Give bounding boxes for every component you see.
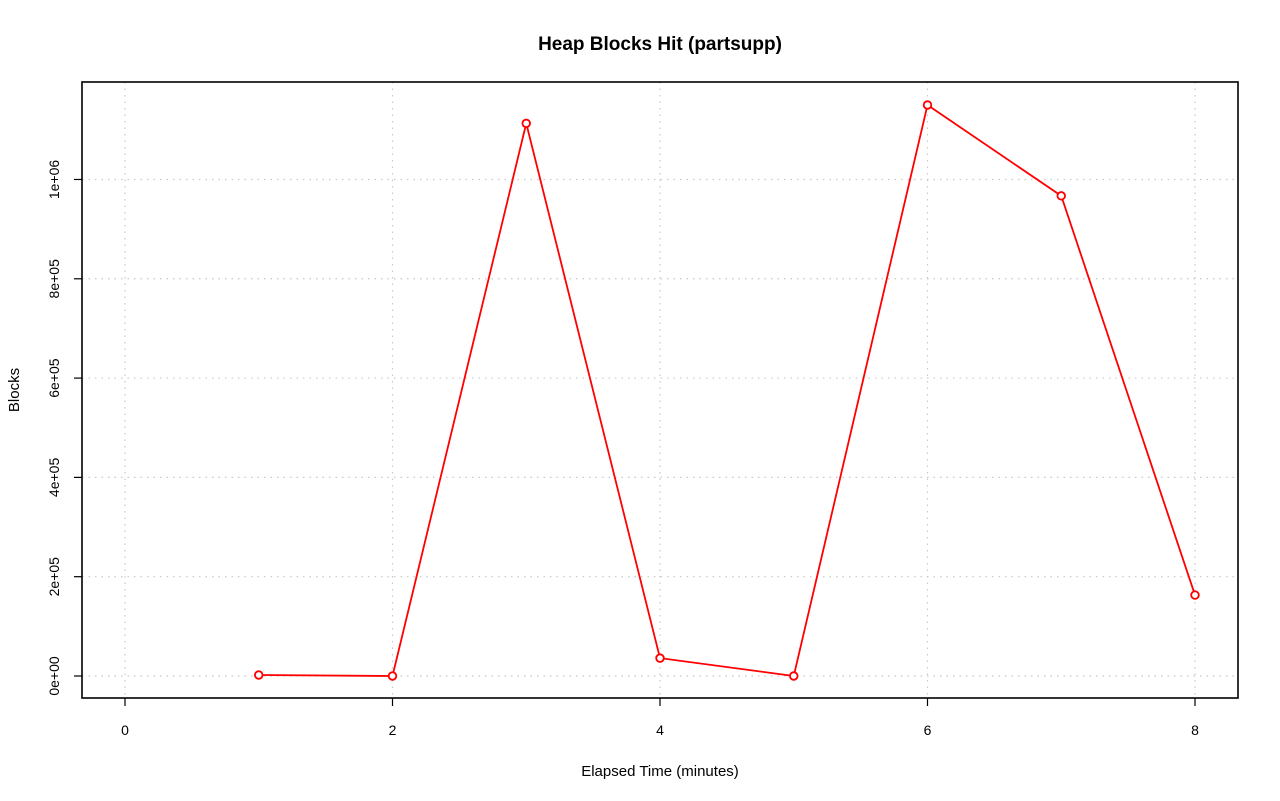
plot-frame	[81, 81, 1239, 699]
x-tick-label: 8	[1191, 722, 1199, 738]
data-point	[1056, 191, 1066, 201]
data-point	[254, 670, 264, 680]
y-tick-label: 8e+05	[46, 259, 62, 299]
y-tick-label: 4e+05	[46, 458, 62, 498]
y-tick-label: 1e+06	[46, 160, 62, 200]
x-tick-label: 6	[924, 722, 932, 738]
x-tick-label: 2	[389, 722, 397, 738]
data-point	[655, 653, 665, 663]
x-tick-label: 4	[656, 722, 664, 738]
data-point	[521, 118, 531, 129]
x-axis: 0 2 4 6 8	[121, 698, 1199, 738]
grid	[82, 82, 1238, 698]
y-axis-label: Blocks	[6, 368, 23, 412]
chart-title: Heap Blocks Hit (partsupp)	[538, 34, 782, 55]
y-tick-label: 0e+00	[46, 656, 62, 696]
x-axis-label: Elapsed Time (minutes)	[581, 763, 739, 780]
data-point	[789, 671, 799, 681]
x-tick-label: 0	[121, 722, 129, 738]
data-point	[387, 671, 398, 681]
series-partsupp	[254, 100, 1200, 681]
data-point	[922, 100, 933, 110]
series-line	[258, 103, 1196, 678]
y-axis: 0e+00 2e+05 4e+05 6e+05 8e+05 1e+06	[46, 160, 82, 696]
y-tick-label: 2e+05	[46, 557, 62, 597]
data-point	[1190, 590, 1200, 600]
y-tick-label: 6e+05	[46, 358, 62, 398]
